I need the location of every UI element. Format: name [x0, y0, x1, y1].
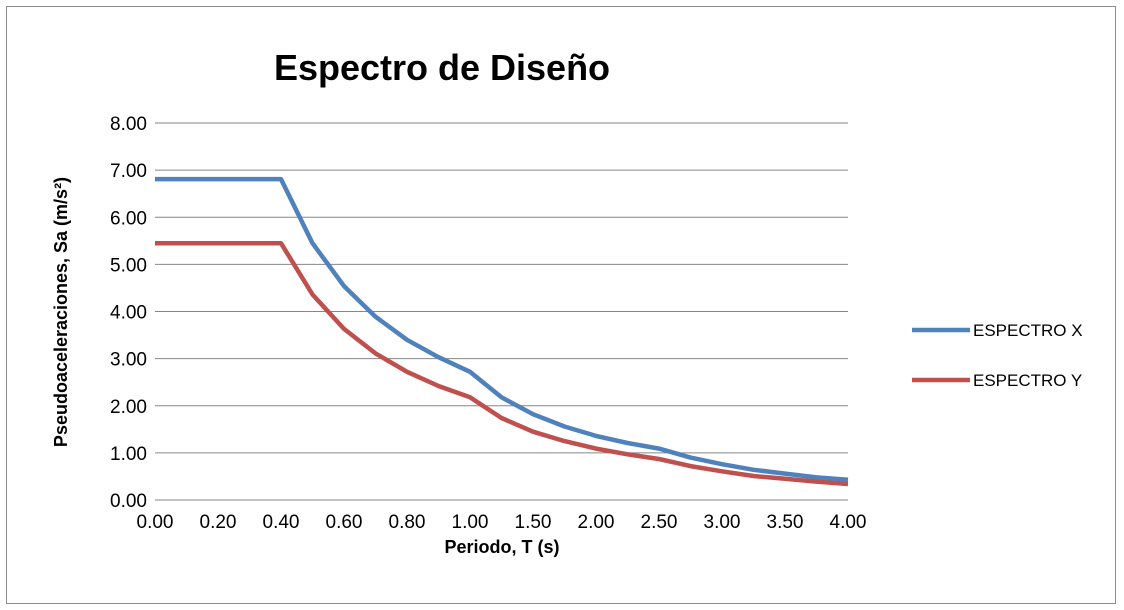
x-tick-labels: 0.00 0.20 0.40 0.60 0.80 1.00 1.50 2.00 2.50 3.00…: [137, 512, 867, 533]
x-tick-label: 0.00: [137, 512, 174, 533]
y-tick-label: 2.00: [110, 397, 147, 418]
series-line-1: [155, 176, 849, 482]
y-tick-labels: 0.00 1.00 2.00 3.00 4.00 5.00 6.00 7.00 8.00: [110, 114, 147, 512]
x-tick-label: 2.00: [578, 512, 615, 533]
x-tick-label: 2.50: [641, 512, 678, 533]
chart-frame: [6, 6, 1116, 604]
y-axis-label: Pseudoaceleraciones, Sa (m/s²): [51, 177, 71, 447]
x-tick-label: 3.50: [767, 512, 804, 533]
y-tick-label: 7.00: [110, 161, 147, 182]
x-tick-label: 1.00: [452, 512, 489, 533]
y-tick-label: 8.00: [110, 114, 147, 135]
legend-label: ESPECTRO Y: [973, 371, 1082, 390]
y-tick-label: 5.00: [110, 255, 147, 276]
legend-label: ESPECTRO X: [973, 321, 1083, 340]
chart-title: Espectro de Diseño: [274, 47, 610, 88]
series-lines: [155, 176, 849, 487]
gridlines: [155, 122, 848, 454]
x-axis-label: Periodo, T (s): [444, 537, 559, 557]
x-tick-label: 3.00: [704, 512, 741, 533]
x-tick-label: 0.20: [200, 512, 237, 533]
y-tick-label: 0.00: [110, 491, 147, 512]
x-tick-label: 0.60: [326, 512, 363, 533]
y-tick-label: 4.00: [110, 303, 147, 324]
y-tick-label: 6.00: [110, 208, 147, 229]
x-tick-label: 0.40: [263, 512, 300, 533]
x-tick-label: 0.80: [389, 512, 426, 533]
y-tick-label: 1.00: [110, 444, 147, 465]
x-tick-label: 4.00: [830, 512, 867, 533]
y-tick-label: 3.00: [110, 350, 147, 371]
legend: ESPECTRO X ESPECTRO Y: [912, 321, 1083, 390]
series-line-2: [155, 240, 849, 487]
x-tick-label: 1.50: [515, 512, 552, 533]
